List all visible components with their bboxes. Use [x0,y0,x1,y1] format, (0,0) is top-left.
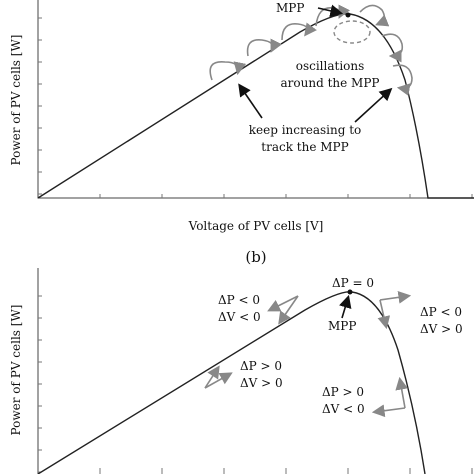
annotation: ΔV > 0 [240,376,283,390]
oscillation-arcs [209,4,413,96]
panel-label: (b) [245,248,266,266]
annotation: ΔV < 0 [322,402,365,416]
annotation: ΔP > 0 [240,359,282,373]
arrow [317,4,344,18]
annotation: ΔV > 0 [420,322,463,336]
y-label: Power of PV cells [W] [9,305,23,436]
annotation: keep increasing to [249,123,362,137]
pv-curve [37,13,474,199]
panel-a: MPP oscillations around the MPP keep inc… [9,0,474,233]
annotation: track the MPP [261,140,348,154]
direction-arrows [204,291,412,418]
annotation: ΔP = 0 [332,276,374,290]
annotation: MPP [276,1,304,15]
ticks [38,295,473,474]
annotation: ΔP > 0 [322,385,364,399]
annotation: ΔP < 0 [218,293,260,307]
panel-b: ΔP = 0 MPP ΔP < 0 ΔV < 0 ΔP < 0 ΔV > 0 Δ… [9,268,473,474]
mpp-point [347,289,353,295]
arrow [354,87,393,123]
annotation: ΔV < 0 [218,310,261,324]
axes [37,0,474,199]
x-label: Voltage of PV cells [V] [188,219,324,233]
annotation: oscillations [296,59,365,73]
annotation: around the MPP [281,76,380,90]
annotation: MPP [328,319,356,333]
y-label: Power of PV cells [W] [9,35,23,166]
arrow [339,294,352,319]
arrow [238,83,263,119]
mpp-point [345,12,351,18]
annotation: ΔP < 0 [420,305,462,319]
ticks [38,17,473,198]
